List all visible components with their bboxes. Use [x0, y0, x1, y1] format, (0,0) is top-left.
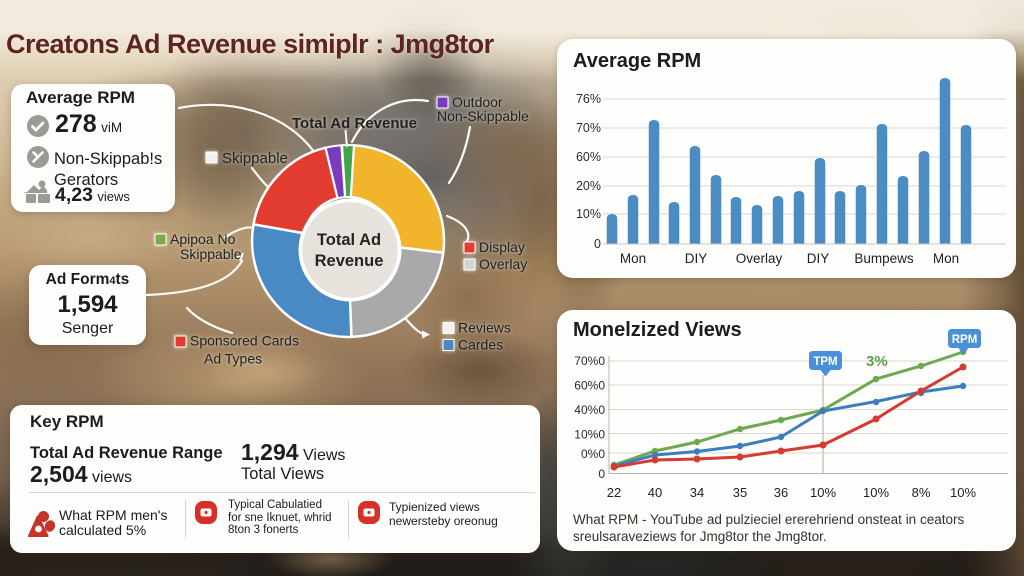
svg-text:Bumpews: Bumpews	[854, 251, 914, 266]
svg-text:40: 40	[648, 485, 662, 500]
svg-text:Overlay: Overlay	[736, 251, 783, 266]
svg-text:76%: 76%	[576, 92, 601, 106]
svg-text:Total Ad Revenue: Total Ad Revenue	[292, 115, 417, 132]
svg-text:Mon: Mon	[933, 251, 959, 266]
svg-text:Revenue: Revenue	[315, 252, 384, 270]
svg-text:10%: 10%	[863, 485, 889, 500]
svg-text:Apipoa No: Apipoa No	[170, 231, 236, 247]
svg-text:35: 35	[733, 485, 747, 500]
svg-text:Mon: Mon	[620, 251, 646, 266]
svg-text:Cardes: Cardes	[458, 337, 503, 353]
svg-text:Overlay: Overlay	[479, 256, 527, 272]
svg-text:8%: 8%	[912, 485, 931, 500]
svg-text:3%: 3%	[866, 353, 888, 370]
svg-text:60%: 60%	[576, 150, 601, 164]
svg-text:22: 22	[607, 485, 621, 500]
svg-text:Reviews: Reviews	[458, 320, 511, 336]
svg-text:Non-Skippable: Non-Skippable	[437, 108, 529, 124]
svg-text:0%0: 0%0	[581, 447, 605, 461]
svg-text:RPM: RPM	[952, 334, 978, 346]
svg-text:Display: Display	[479, 239, 525, 255]
svg-text:0: 0	[598, 467, 605, 481]
svg-text:TPM: TPM	[813, 356, 837, 368]
svg-text:0: 0	[594, 237, 601, 251]
svg-text:10%0: 10%0	[574, 428, 605, 442]
svg-text:Outdoor: Outdoor	[452, 94, 503, 110]
svg-text:DIY: DIY	[685, 251, 708, 266]
svg-text:36: 36	[774, 485, 788, 500]
svg-text:10%: 10%	[810, 485, 836, 500]
svg-text:34: 34	[690, 485, 704, 500]
svg-text:60%0: 60%0	[574, 379, 605, 393]
svg-text:DIY: DIY	[807, 251, 830, 266]
svg-text:Total Ad: Total Ad	[317, 231, 381, 249]
svg-text:70%: 70%	[576, 121, 601, 135]
svg-text:20%: 20%	[576, 179, 601, 193]
svg-text:Sponsored Cards: Sponsored Cards	[190, 333, 299, 349]
svg-text:70%0: 70%0	[574, 354, 605, 368]
svg-text:Skippable: Skippable	[180, 246, 242, 262]
svg-text:10%: 10%	[950, 485, 976, 500]
svg-text:Ad Types: Ad Types	[204, 351, 262, 367]
svg-text:Skippable: Skippable	[222, 150, 288, 167]
svg-text:40%0: 40%0	[574, 403, 605, 417]
svg-text:10%: 10%	[576, 207, 601, 221]
